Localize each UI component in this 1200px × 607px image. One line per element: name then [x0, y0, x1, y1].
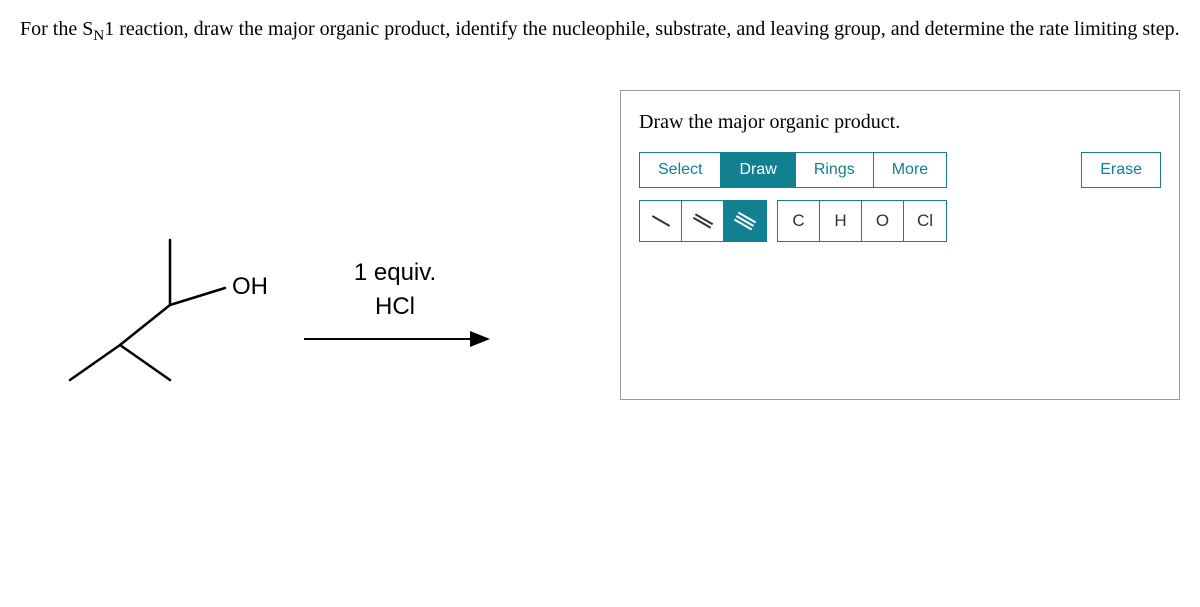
double-bond-button[interactable] [682, 201, 724, 241]
tab-group: Select Draw Rings More [639, 152, 947, 188]
content-area: OH 1 equiv. HCl Draw the major organic p… [20, 90, 1180, 400]
equiv-label: 1 equiv. [354, 259, 436, 287]
reagent-label: HCl [375, 293, 415, 321]
question-prefix: For the S [20, 18, 93, 40]
question-rest: 1 reaction, draw the major organic produ… [104, 18, 1179, 40]
atom-c-button[interactable]: C [778, 201, 820, 241]
panel-title: Draw the major organic product. [639, 111, 1161, 134]
toolbar-tabs-row: Select Draw Rings More Erase [639, 152, 1161, 188]
atom-tool-group: C H O Cl [777, 200, 947, 242]
tab-select[interactable]: Select [640, 153, 721, 187]
triple-bond-icon [734, 211, 756, 230]
tab-draw[interactable]: Draw [721, 153, 795, 187]
toolbar-tools-row: C H O Cl [639, 200, 1161, 242]
triple-bond-button[interactable] [724, 201, 766, 241]
bond-tool-group [639, 200, 767, 242]
reaction-arrow [300, 327, 490, 351]
reaction-diagram: OH 1 equiv. HCl [20, 90, 580, 400]
oh-label: OH [232, 273, 268, 300]
atom-cl-button[interactable]: Cl [904, 201, 946, 241]
atom-o-button[interactable]: O [862, 201, 904, 241]
molecule-structure: OH [60, 210, 270, 400]
reaction-arrow-group: 1 equiv. HCl [300, 259, 490, 351]
question-subscript: N [93, 28, 104, 44]
double-bond-icon [692, 213, 712, 228]
atom-h-button[interactable]: H [820, 201, 862, 241]
single-bond-icon [651, 215, 669, 227]
erase-button[interactable]: Erase [1081, 152, 1161, 188]
question-text: For the SN1 reaction, draw the major org… [20, 12, 1180, 50]
tab-more[interactable]: More [874, 153, 946, 187]
single-bond-button[interactable] [640, 201, 682, 241]
tab-rings[interactable]: Rings [796, 153, 874, 187]
drawing-panel: Draw the major organic product. Select D… [620, 90, 1180, 400]
